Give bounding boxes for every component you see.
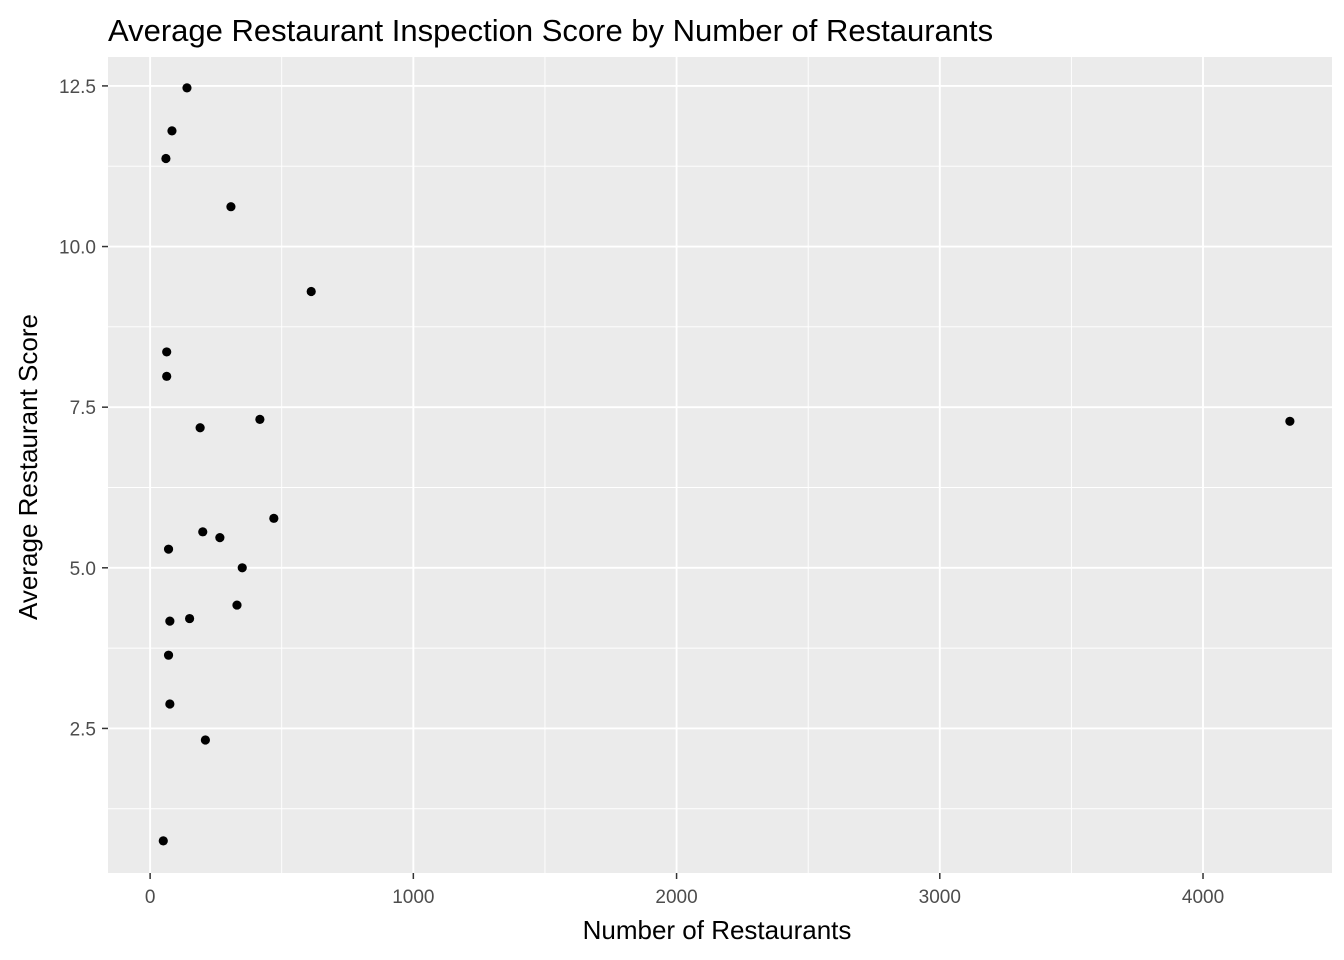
x-tick-label: 1000 [392, 887, 434, 908]
major-gridlines [108, 57, 1332, 873]
data-point [162, 371, 172, 381]
chart-title: Average Restaurant Inspection Score by N… [108, 13, 993, 48]
data-point [237, 563, 247, 573]
x-tick-label: 4000 [1182, 887, 1224, 908]
data-point [232, 600, 242, 610]
data-point [198, 527, 208, 537]
data-point [185, 613, 195, 624]
minor-gridlines [108, 57, 1332, 873]
data-point [226, 202, 236, 212]
data-point [195, 423, 205, 433]
x-tick-label: 2000 [655, 887, 697, 908]
data-point [1285, 416, 1295, 426]
data-point [165, 699, 175, 709]
data-point [255, 414, 265, 424]
x-axis-ticks: 0 1000 2000 3000 4000 [145, 873, 1224, 908]
data-point [200, 735, 210, 745]
data-point [182, 83, 192, 93]
y-tick-label: 12.5 [59, 77, 96, 98]
x-axis-title: Number of Restaurants [583, 915, 852, 945]
y-tick-label: 10.0 [59, 238, 96, 259]
y-axis-title: Average Restaurant Score [13, 314, 43, 620]
data-point [162, 347, 172, 357]
x-tick-label: 3000 [919, 887, 961, 908]
data-point [158, 836, 168, 846]
data-point [161, 153, 171, 164]
data-point [163, 544, 174, 554]
data-point [165, 616, 175, 626]
data-point [306, 286, 316, 297]
y-tick-label: 2.5 [70, 719, 96, 740]
y-tick-label: 7.5 [70, 398, 96, 419]
data-point [167, 126, 177, 136]
data-points [158, 83, 1295, 846]
data-point [215, 533, 225, 543]
data-point [163, 650, 174, 660]
y-tick-label: 5.0 [70, 559, 96, 580]
data-point [269, 513, 279, 523]
y-axis-ticks: 2.5 5.0 7.5 10.0 12.5 [59, 77, 108, 740]
plot-panel [108, 57, 1332, 873]
x-tick-label: 0 [145, 887, 156, 908]
